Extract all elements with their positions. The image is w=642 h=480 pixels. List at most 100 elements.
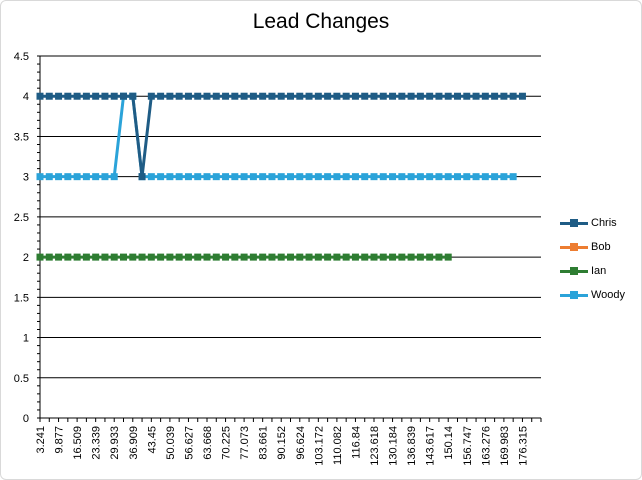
x-tick-label: 29.933 xyxy=(109,426,121,460)
data-point-woody xyxy=(110,173,118,181)
data-point-woody xyxy=(212,173,220,181)
legend-item-bob: Bob xyxy=(560,240,642,256)
data-point-chris xyxy=(426,92,434,100)
data-point-ian xyxy=(184,253,192,261)
data-point-ian xyxy=(416,253,424,261)
legend-marker xyxy=(570,243,578,251)
data-point-woody xyxy=(231,173,239,181)
data-point-chris xyxy=(351,92,359,100)
x-tick-label: 16.509 xyxy=(72,426,84,460)
x-tick-label: 116.84 xyxy=(350,426,362,459)
data-point-chris xyxy=(500,92,508,100)
data-point-chris xyxy=(463,92,471,100)
data-point-woody xyxy=(101,173,109,181)
legend-marker xyxy=(570,267,578,275)
series-lines xyxy=(36,92,526,261)
data-point-chris xyxy=(222,92,230,100)
data-point-ian xyxy=(222,253,230,261)
data-point-ian xyxy=(240,253,248,261)
x-tick-label: 169.983 xyxy=(499,426,511,466)
data-point-woody xyxy=(175,173,183,181)
x-tick-label: 90.152 xyxy=(276,426,288,460)
data-point-woody xyxy=(314,173,322,181)
data-point-chris xyxy=(333,92,341,100)
data-point-woody xyxy=(194,173,202,181)
x-tick-label: 36.909 xyxy=(128,426,140,460)
data-point-ian xyxy=(342,253,350,261)
legend-label: Woody xyxy=(591,289,626,301)
legend-item-woody: Woody xyxy=(560,288,642,304)
data-point-ian xyxy=(55,253,63,261)
data-point-woody xyxy=(240,173,248,181)
data-point-woody xyxy=(92,173,100,181)
data-point-woody xyxy=(157,173,165,181)
x-tick-label: 50.039 xyxy=(165,426,177,460)
data-point-chris xyxy=(64,92,72,100)
data-point-chris xyxy=(379,92,387,100)
legend-item-chris: Chris xyxy=(560,216,642,232)
x-tick-label: 9.877 xyxy=(54,426,66,454)
data-point-chris xyxy=(259,92,267,100)
data-point-ian xyxy=(398,253,406,261)
x-tick-label: 156.747 xyxy=(462,426,474,466)
data-point-ian xyxy=(120,253,127,261)
data-point-woody xyxy=(166,173,174,181)
data-point-chris xyxy=(296,92,304,100)
data-point-ian xyxy=(277,253,285,261)
data-point-ian xyxy=(64,253,72,261)
legend-label: Chris xyxy=(591,217,617,229)
data-point-woody xyxy=(463,173,471,181)
y-tick-label: 0.5 xyxy=(14,373,29,385)
data-point-woody xyxy=(249,173,257,181)
x-tick-label: 70.225 xyxy=(221,426,233,460)
data-point-ian xyxy=(73,253,81,261)
data-point-ian xyxy=(129,253,137,261)
data-point-ian xyxy=(361,253,369,261)
data-point-ian xyxy=(296,253,304,261)
data-point-chris xyxy=(138,173,146,181)
x-tick-label: 83.661 xyxy=(258,426,270,460)
data-point-chris xyxy=(444,92,452,100)
data-point-ian xyxy=(175,253,183,261)
data-point-chris xyxy=(92,92,100,100)
x-tick-label: 136.839 xyxy=(406,426,418,466)
data-point-chris xyxy=(212,92,220,100)
data-point-chris xyxy=(361,92,369,100)
x-tick-label: 96.624 xyxy=(295,426,307,460)
data-point-woody xyxy=(55,173,63,181)
data-point-ian xyxy=(379,253,387,261)
y-tick-label: 2.5 xyxy=(14,212,29,224)
data-point-woody xyxy=(268,173,276,181)
data-point-chris xyxy=(277,92,285,100)
data-point-woody xyxy=(361,173,369,181)
data-point-ian xyxy=(389,253,397,261)
data-point-woody xyxy=(296,173,304,181)
data-point-ian xyxy=(203,253,211,261)
data-point-woody xyxy=(184,173,192,181)
x-tick-label: 43.45 xyxy=(146,426,158,454)
legend-label: Ian xyxy=(591,265,607,277)
data-point-chris xyxy=(73,92,81,100)
data-point-woody xyxy=(287,173,294,181)
data-point-woody xyxy=(277,173,285,181)
data-point-chris xyxy=(370,92,378,100)
data-point-chris xyxy=(175,92,183,100)
gridlines xyxy=(40,55,541,419)
legend-marker xyxy=(570,219,578,227)
data-point-woody xyxy=(370,173,378,181)
data-point-chris xyxy=(435,92,443,100)
data-point-chris xyxy=(157,92,165,100)
data-point-ian xyxy=(194,253,202,261)
data-point-ian xyxy=(268,253,276,261)
data-point-chris xyxy=(454,92,461,100)
data-point-ian xyxy=(305,253,313,261)
data-point-chris xyxy=(407,92,415,100)
data-point-chris xyxy=(36,92,44,100)
x-tick-label: 77.073 xyxy=(239,426,251,460)
data-point-woody xyxy=(147,173,155,181)
data-point-chris xyxy=(249,92,257,100)
data-point-woody xyxy=(351,173,359,181)
data-point-woody xyxy=(389,173,397,181)
data-point-woody xyxy=(64,173,72,181)
